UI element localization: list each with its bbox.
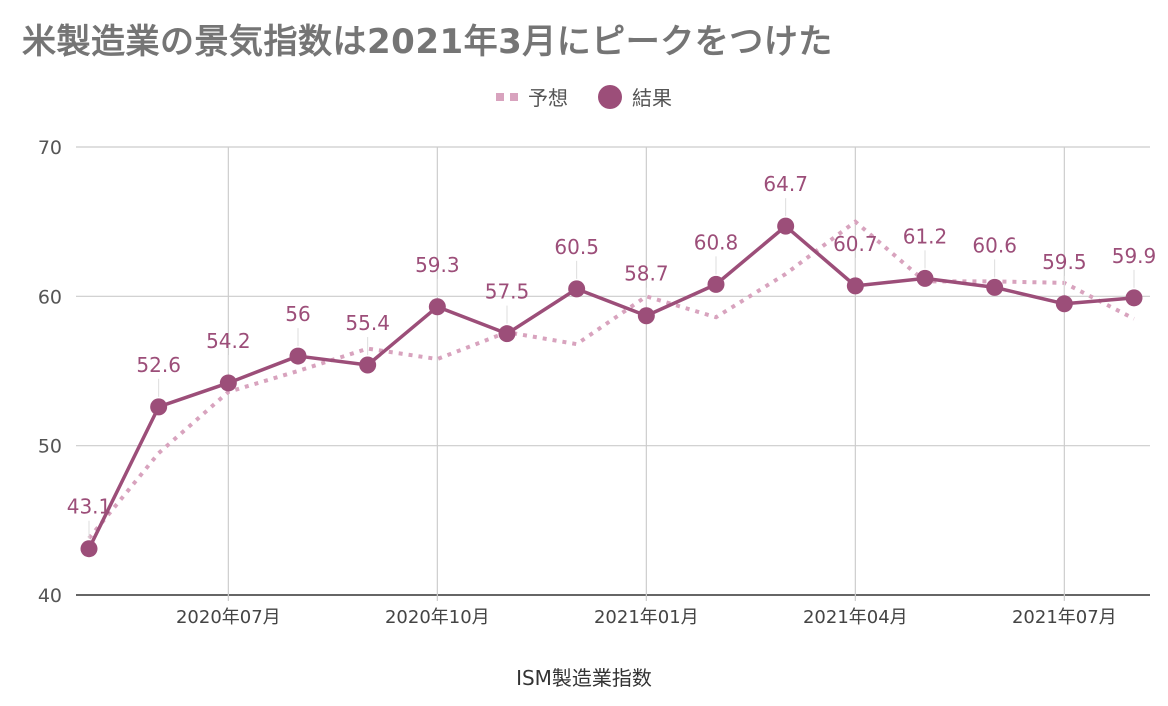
actual-point [637, 307, 655, 325]
actual-point [289, 347, 307, 365]
actual-point [150, 398, 168, 416]
y-tick-labels: 40 50 60 70 [38, 137, 62, 607]
data-labels: 43.1 52.6 54.2 56 55.4 59.3 57.5 60.5 58.7 60.8 64… [67, 172, 1157, 519]
legend-label-forecast: 予想 [528, 86, 568, 110]
x-tick-label: 2021年01月 [594, 607, 699, 628]
actual-point [986, 278, 1004, 296]
y-tick-label: 40 [38, 585, 62, 607]
x-tick-label: 2021年04月 [803, 607, 908, 628]
series-forecast [87, 219, 1135, 540]
data-label-leaders [88, 198, 1135, 539]
y-tick-label: 60 [38, 286, 62, 308]
x-tick-label: 2020年07月 [176, 607, 281, 628]
forecast-line [87, 219, 1135, 540]
actual-point [916, 269, 934, 287]
legend-label-actual: 結果 [632, 86, 672, 110]
data-label: 56 [285, 302, 310, 326]
data-label: 60.6 [972, 233, 1017, 257]
data-label: 59.5 [1042, 250, 1087, 274]
actual-point [428, 298, 446, 316]
actual-point [568, 280, 586, 298]
data-label: 59.9 [1112, 244, 1157, 268]
data-label: 61.2 [903, 224, 948, 248]
x-tick-labels: 2020年07月 2020年10月 2021年01月 2021年04月 2021年07月 [176, 607, 1117, 628]
actual-point [777, 217, 795, 235]
chart-title: 米製造業の景気指数は2021年3月にピークをつけた [22, 22, 833, 62]
grid-lines [76, 146, 1150, 601]
legend-circle-swatch [598, 84, 622, 109]
legend-dotted-swatch [496, 92, 518, 101]
actual-point [1125, 289, 1143, 307]
data-label: 60.7 [833, 232, 878, 256]
legend-item-actual[interactable]: 結果 [598, 82, 672, 111]
series-actual [80, 217, 1143, 558]
actual-point [1055, 295, 1073, 313]
data-label: 64.7 [763, 172, 808, 196]
legend: 予想 結果 [0, 82, 1168, 111]
x-axis-title: ISM製造業指数 [516, 666, 652, 690]
actual-point [80, 540, 98, 558]
actual-point [498, 325, 516, 343]
y-tick-label: 70 [38, 137, 62, 159]
actual-line [87, 224, 1135, 550]
data-label: 55.4 [345, 311, 390, 335]
actual-point [846, 277, 864, 295]
data-label: 57.5 [485, 280, 530, 304]
actual-point [219, 374, 237, 392]
x-tick-label: 2021年07月 [1012, 607, 1117, 628]
data-label: 60.8 [694, 230, 739, 254]
data-label: 52.6 [136, 353, 181, 377]
data-label: 43.1 [67, 495, 112, 519]
data-label: 58.7 [624, 262, 669, 286]
data-label: 59.3 [415, 253, 460, 277]
y-tick-label: 50 [38, 436, 62, 458]
legend-item-forecast[interactable]: 予想 [496, 82, 568, 111]
actual-point [359, 356, 377, 374]
actual-point [707, 275, 725, 293]
x-tick-label: 2020年10月 [385, 607, 490, 628]
data-label: 54.2 [206, 329, 251, 353]
data-label: 60.5 [554, 235, 599, 259]
